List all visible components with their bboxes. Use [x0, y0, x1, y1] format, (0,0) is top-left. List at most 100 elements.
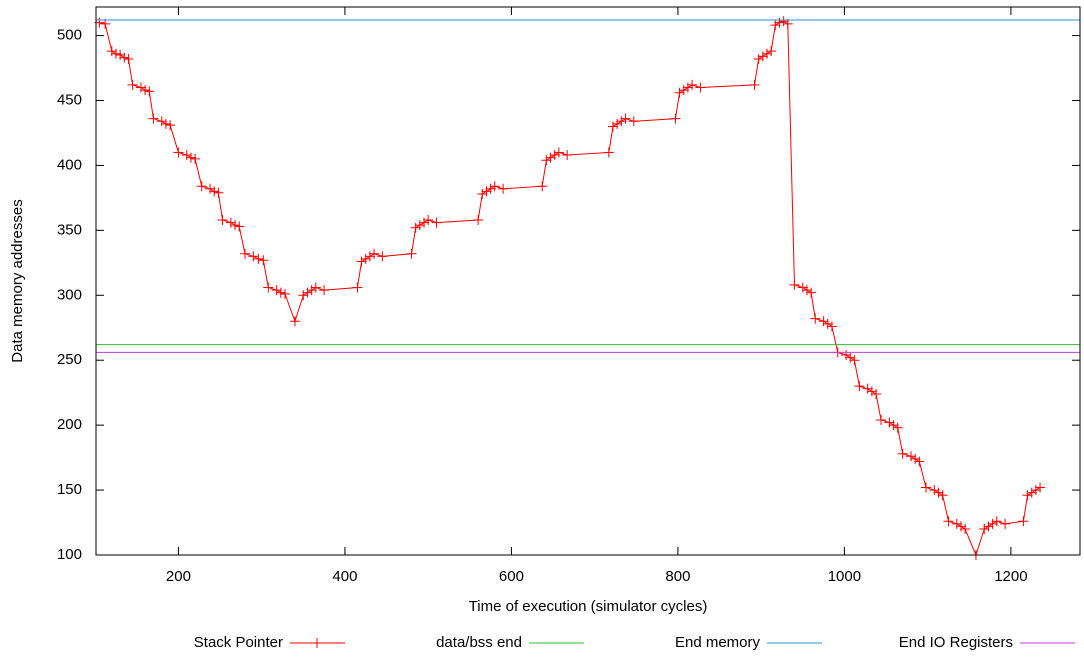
y-tick-label: 200: [57, 416, 82, 433]
point-marker: [473, 214, 484, 225]
point-marker: [562, 150, 573, 161]
point-marker: [156, 116, 167, 127]
point-marker: [933, 487, 944, 498]
point-marker: [810, 313, 821, 324]
point-marker: [1022, 490, 1033, 501]
point-marker: [263, 282, 274, 293]
point-marker: [757, 51, 768, 62]
x-tick-label: 1000: [828, 568, 861, 585]
legend-label: End memory: [675, 634, 761, 651]
point-marker: [298, 290, 309, 301]
point-marker: [123, 53, 134, 64]
y-tick-label: 150: [57, 481, 82, 498]
y-tick-label: 300: [57, 286, 82, 303]
point-marker: [778, 16, 789, 27]
y-tick-label: 250: [57, 351, 82, 368]
point-marker: [144, 86, 155, 97]
point-marker: [135, 82, 146, 93]
point-marker: [165, 120, 176, 131]
x-axis-label: Time of execution (simulator cycles): [469, 598, 708, 615]
point-marker: [849, 355, 860, 366]
point-marker: [1000, 518, 1011, 529]
point-marker: [537, 181, 548, 192]
y-axis-label: Data memory addresses: [9, 199, 26, 362]
point-marker: [616, 116, 627, 127]
point-marker: [766, 46, 777, 57]
point-marker: [960, 524, 971, 535]
point-marker: [929, 485, 940, 496]
point-marker: [545, 152, 556, 163]
point-marker: [115, 50, 126, 61]
point-marker: [888, 420, 899, 431]
point-marker: [854, 381, 865, 392]
point-marker: [906, 451, 917, 462]
point-marker: [822, 318, 833, 329]
point-marker: [541, 155, 552, 166]
point-marker: [862, 383, 873, 394]
point-marker: [920, 482, 931, 493]
point-marker: [258, 255, 269, 266]
point-marker: [302, 287, 313, 298]
point-marker: [818, 316, 829, 327]
point-marker: [489, 181, 500, 192]
point-marker: [892, 422, 903, 433]
point-marker: [841, 350, 852, 361]
point-marker: [1026, 487, 1037, 498]
point-marker: [991, 516, 1002, 527]
point-marker: [987, 518, 998, 529]
point-marker: [1035, 482, 1046, 493]
point-marker: [806, 287, 817, 298]
point-marker: [670, 113, 681, 124]
point-marker: [160, 118, 171, 129]
point-marker: [628, 116, 639, 127]
point-marker: [789, 279, 800, 290]
point-marker: [770, 20, 781, 31]
point-marker: [979, 524, 990, 535]
point-marker: [678, 85, 689, 96]
y-tick-label: 400: [57, 156, 82, 173]
y-tick-label: 450: [57, 91, 82, 108]
point-marker: [695, 82, 706, 93]
point-marker: [140, 85, 151, 96]
legend-marker: [312, 638, 322, 648]
point-marker: [279, 288, 290, 299]
point-marker: [369, 248, 380, 259]
line: [99, 20, 1041, 557]
point-marker: [955, 521, 966, 532]
point-marker: [485, 183, 496, 194]
point-marker: [306, 285, 317, 296]
point-marker: [884, 417, 895, 428]
x-tick-label: 400: [332, 568, 357, 585]
point-marker: [271, 285, 282, 296]
point-marker: [225, 217, 236, 228]
point-marker: [845, 352, 856, 363]
point-marker: [782, 18, 793, 29]
point-marker: [1030, 485, 1041, 496]
x-tick-label: 800: [665, 568, 690, 585]
point-marker: [190, 153, 201, 164]
point-marker: [866, 386, 877, 397]
point-marker: [213, 187, 224, 198]
point-marker: [1018, 516, 1029, 527]
y-tick-label: 350: [57, 221, 82, 238]
point-marker: [749, 79, 760, 90]
point-marker: [234, 221, 245, 232]
point-marker: [209, 186, 220, 197]
y-tick-label: 500: [57, 27, 82, 44]
point-marker: [612, 118, 623, 129]
point-marker: [674, 87, 685, 98]
point-marker: [275, 287, 286, 298]
point-marker: [148, 113, 159, 124]
x-tick-label: 600: [499, 568, 524, 585]
legend-label: Stack Pointer: [194, 634, 283, 651]
point-marker: [910, 453, 921, 464]
point-marker: [774, 17, 785, 28]
point-marker: [951, 518, 962, 529]
point-marker: [801, 285, 812, 296]
point-marker: [603, 147, 614, 158]
point-marker: [100, 18, 111, 29]
point-marker: [549, 150, 560, 161]
point-marker: [423, 214, 434, 225]
point-marker: [607, 121, 618, 132]
